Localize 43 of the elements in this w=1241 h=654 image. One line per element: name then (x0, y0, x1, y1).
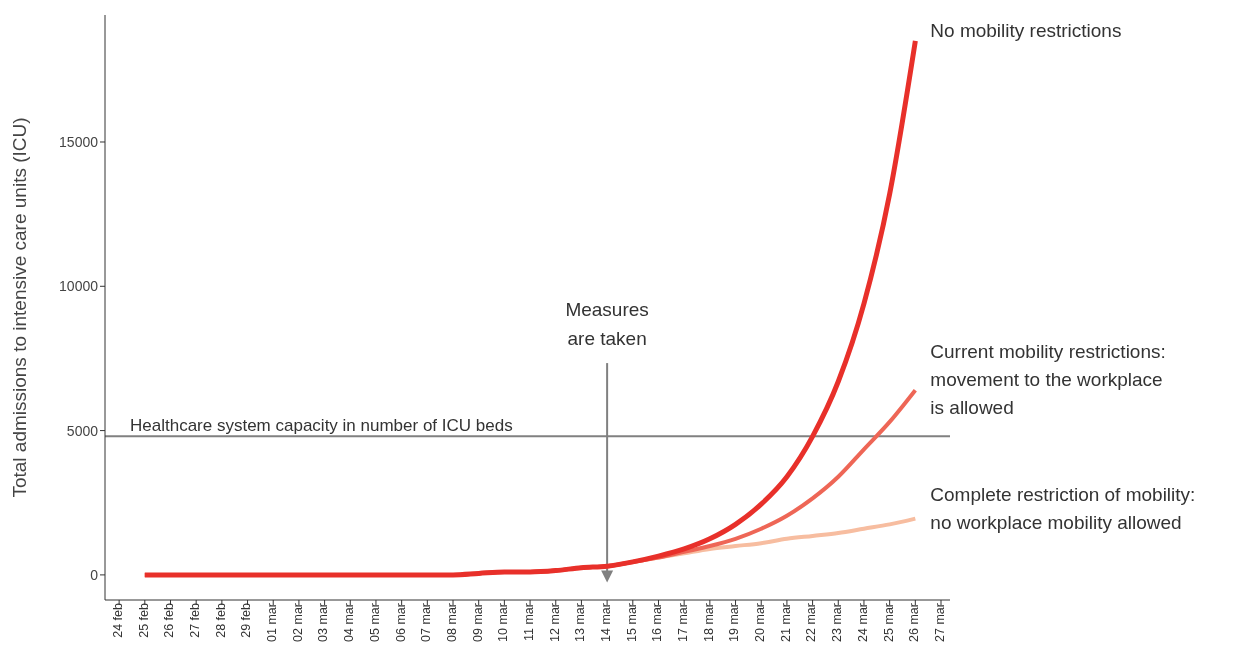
x-tick-label: 21 mar (778, 603, 793, 642)
x-tick-label: 06 mar (393, 603, 408, 642)
x-tick-label: 12 mar (547, 603, 562, 642)
ref-line-label: Measures are taken (565, 299, 649, 350)
x-tick-label: 17 mar (676, 603, 691, 642)
x-tick-label: 13 mar (573, 603, 588, 642)
series-label: Complete restriction of mobility: no workplace mobility allowed (930, 483, 1196, 533)
ref-line-label: Healthcare system capacity in number of ICU beds (130, 416, 513, 436)
x-tick-label: 26 feb (162, 602, 177, 638)
x-tick-label: 16 mar (650, 603, 665, 642)
x-tick-label: 10 mar (496, 603, 511, 642)
y-tick-label: 15000 (59, 133, 99, 150)
x-tick-label: 14 mar (599, 603, 613, 642)
y-tick-label: 5000 (66, 422, 99, 439)
x-tick-label: 19 mar (727, 603, 742, 642)
x-tick-label: 03 mar (316, 603, 331, 642)
series-label: Current mobility restrictions: movement to the workplace is allowed (930, 341, 1166, 419)
x-tick-label: 04 mar (342, 603, 357, 642)
y-tick-label: 0 (90, 566, 99, 583)
x-tick-label: 18 mar (701, 603, 716, 642)
x-tick-label: 02 mar (290, 603, 305, 642)
series-label: No mobility restrictions (930, 19, 1122, 41)
x-tick-label: 11 mar (521, 603, 536, 641)
x-tick-label: 25 mar (881, 603, 896, 642)
x-tick-label: 01 mar (265, 603, 280, 642)
x-tick-label: 29 feb (239, 602, 254, 638)
y-tick-label: 10000 (59, 278, 99, 295)
x-tick-label: 27 mar (932, 603, 947, 642)
x-tick-label: 20 mar (753, 603, 768, 642)
x-tick-label: 24 mar (855, 603, 870, 642)
x-tick-label: 23 mar (830, 603, 845, 642)
y-axis-title: Total admissions to intensive care units (ICU) (8, 117, 30, 498)
x-tick-label: 28 feb (213, 602, 228, 638)
x-tick-label: 09 mar (470, 603, 485, 642)
x-tick-label: 24 feb (111, 602, 125, 638)
x-tick-label: 07 mar (419, 603, 434, 642)
x-tick-label: 22 mar (804, 603, 819, 642)
x-tick-label: 26 mar (907, 603, 922, 642)
x-tick-label: 27 feb (188, 602, 203, 638)
x-tick-label: 08 mar (444, 603, 459, 642)
x-tick-label: 05 mar (367, 603, 382, 642)
x-tick-label: 25 feb (136, 602, 151, 638)
x-tick-label: 15 mar (624, 603, 639, 642)
